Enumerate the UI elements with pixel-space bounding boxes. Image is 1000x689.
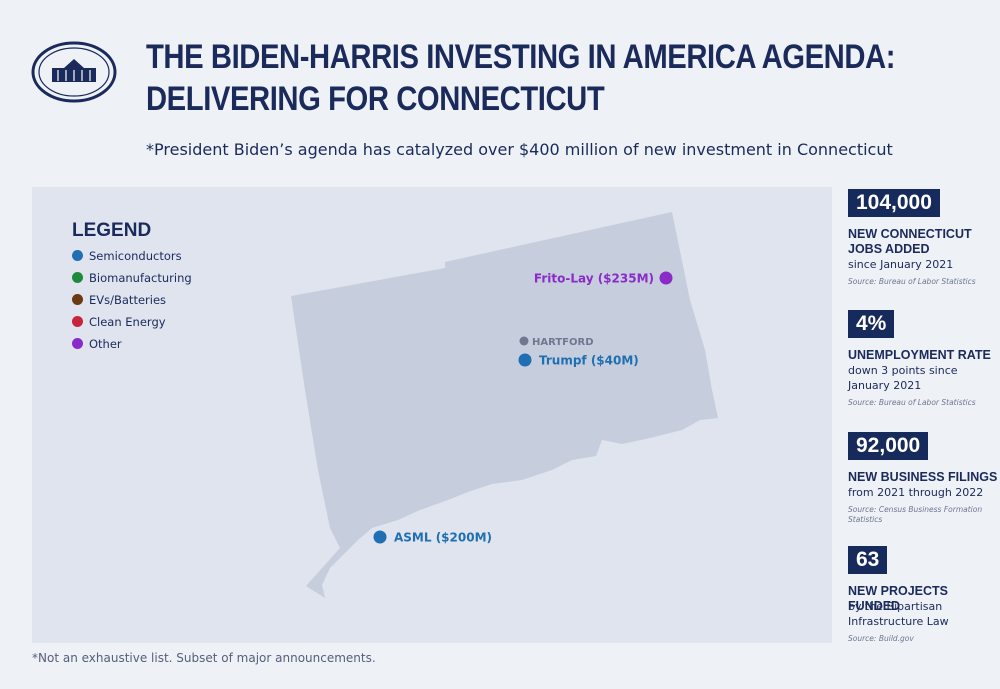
legend-dot <box>72 272 83 283</box>
title-line: DELIVERING FOR CONNECTICUT <box>146 80 605 118</box>
legend-label: Clean Energy <box>89 315 166 329</box>
legend-item: Clean Energy <box>72 315 166 329</box>
footnote: *Not an exhaustive list. Subset of major… <box>32 651 376 665</box>
marker-label: Trumpf ($40M) <box>539 354 639 368</box>
stat-source: Source: Bureau of Labor Statistics <box>848 277 976 286</box>
stat-source: Source: Build.gov <box>848 634 914 643</box>
legend-label: Semiconductors <box>89 249 182 263</box>
stat-source: Source: Census Business Formation <box>848 505 983 514</box>
stat-heading: UNEMPLOYMENT RATE <box>848 348 991 362</box>
stat-source: Statistics <box>848 515 883 524</box>
stat-description: down 3 points since <box>848 364 958 377</box>
stat-description: Infrastructure Law <box>848 615 949 628</box>
marker <box>659 271 673 285</box>
stat-source: Source: Bureau of Labor Statistics <box>848 398 976 407</box>
marker-label: ASML ($200M) <box>394 531 492 545</box>
legend-item: Biomanufacturing <box>72 271 192 285</box>
marker <box>373 530 387 544</box>
stat-description: by the Bipartisan <box>848 600 943 613</box>
stat-value: 92,000 <box>848 432 929 460</box>
legend-label: Biomanufacturing <box>89 271 192 285</box>
legend-dot <box>72 294 83 305</box>
marker <box>518 353 532 367</box>
title: THE BIDEN-HARRIS INVESTING IN AMERICA AG… <box>146 36 895 120</box>
stat-description: from 2021 through 2022 <box>848 486 984 499</box>
stat-heading: NEW CONNECTICUT <box>848 227 972 241</box>
stat-value: 63 <box>848 546 888 574</box>
legend-item: Other <box>72 337 122 351</box>
seal <box>31 41 117 103</box>
legend-dot <box>72 316 83 327</box>
map: HARTFORD Frito-Lay ($235M) Trumpf ($40M) AS… <box>291 212 718 598</box>
marker-label: Frito-Lay ($235M) <box>534 272 654 286</box>
city-dot <box>519 336 529 346</box>
stat-heading: NEW BUSINESS FILINGS <box>848 470 998 484</box>
city-label: HARTFORD <box>532 337 594 348</box>
stat-heading: JOBS ADDED <box>848 242 930 256</box>
legend-dot <box>72 338 83 349</box>
legend-label: Other <box>89 337 122 351</box>
legend-item: Semiconductors <box>72 249 182 263</box>
subtitle: *President Biden’s agenda has catalyzed … <box>146 140 893 159</box>
legend-dot <box>72 250 83 261</box>
state-shape <box>291 212 718 598</box>
legend-label: EVs/Batteries <box>89 293 167 307</box>
title-line: THE BIDEN-HARRIS INVESTING IN AMERICA AG… <box>146 38 896 76</box>
stat-value: 4% <box>848 310 895 338</box>
legend-title: LEGEND <box>72 220 152 241</box>
stat-description: since January 2021 <box>848 258 954 271</box>
stat-description: January 2021 <box>848 379 922 392</box>
legend-item: EVs/Batteries <box>72 293 166 307</box>
stat-heading: NEW PROJECTS FUNDED <box>848 584 949 613</box>
stat-value: 104,000 <box>848 189 940 217</box>
